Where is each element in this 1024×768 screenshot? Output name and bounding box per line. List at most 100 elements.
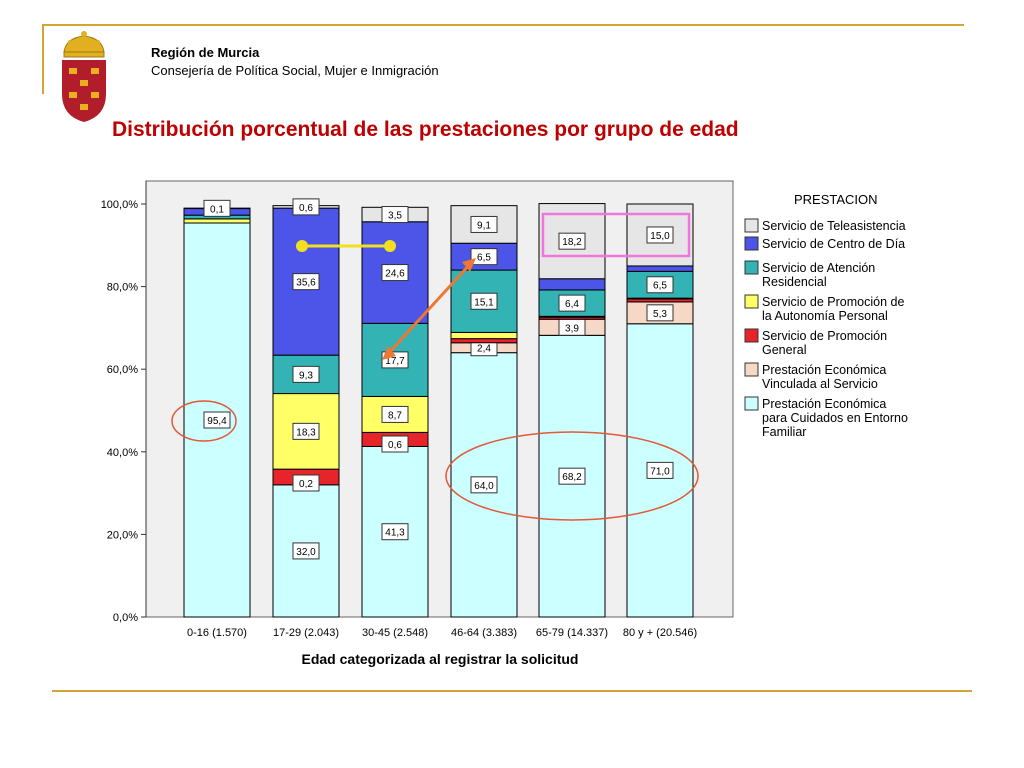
data-label: 3,5 bbox=[388, 211, 402, 222]
data-label: 68,2 bbox=[562, 472, 582, 483]
data-label-box bbox=[558, 232, 586, 250]
x-tick-label: 17-29 (2.043) bbox=[273, 627, 339, 639]
data-label: 17,7 bbox=[385, 356, 405, 367]
data-label: 5,3 bbox=[653, 309, 667, 320]
data-label: 9,3 bbox=[299, 370, 313, 381]
data-label: 0,2 bbox=[299, 479, 313, 490]
data-label-box bbox=[292, 273, 320, 291]
data-label: 0,6 bbox=[299, 203, 313, 214]
data-label: 35,6 bbox=[296, 278, 316, 289]
bar-segment bbox=[361, 322, 429, 397]
data-label-box bbox=[292, 474, 320, 492]
y-tick-label: 80,0% bbox=[107, 282, 138, 294]
data-label: 6,5 bbox=[477, 253, 491, 264]
x-tick-label: 30-45 (2.548) bbox=[362, 627, 428, 639]
data-label: 15,0 bbox=[650, 231, 670, 242]
legend-swatch bbox=[744, 396, 759, 411]
data-label: 95,4 bbox=[207, 416, 227, 427]
data-label-box bbox=[292, 198, 320, 216]
data-label: 6,4 bbox=[565, 299, 579, 310]
legend-item-label: Prestación Económica Vinculada al Servici… bbox=[762, 363, 886, 391]
bottom-rule bbox=[52, 690, 972, 692]
data-label-box bbox=[470, 215, 498, 233]
legend-item-label: Servicio de Atención Residencial bbox=[762, 261, 875, 289]
highlight-rectangle bbox=[541, 212, 691, 258]
data-label-box bbox=[381, 523, 409, 541]
y-tick-label: 40,0% bbox=[107, 447, 138, 459]
department-name: Consejería de Política Social, Mujer e I… bbox=[151, 63, 439, 78]
highlight-arrow-line bbox=[384, 260, 474, 358]
data-label-box bbox=[470, 476, 498, 494]
highlight-ellipse bbox=[445, 431, 699, 521]
data-label-box bbox=[558, 294, 586, 312]
data-label: 0,6 bbox=[388, 440, 402, 451]
region-coat-of-arms-logo bbox=[62, 31, 106, 122]
x-tick-label: 80 y + (20.546) bbox=[623, 627, 697, 639]
left-rule bbox=[42, 24, 44, 94]
highlight-ellipse bbox=[171, 400, 237, 442]
data-label-box bbox=[203, 199, 231, 217]
legend-swatch bbox=[744, 294, 759, 309]
data-label-box bbox=[470, 292, 498, 310]
legend-swatch bbox=[744, 218, 759, 233]
bar-segment bbox=[450, 331, 518, 340]
y-tick-label: 60,0% bbox=[107, 364, 138, 376]
bar-segment bbox=[450, 338, 518, 344]
data-label: 18,3 bbox=[296, 427, 316, 438]
x-tick-label: 65-79 (14.337) bbox=[536, 627, 608, 639]
legend-title: PRESTACION bbox=[794, 192, 878, 207]
top-rule bbox=[42, 24, 964, 26]
data-label: 64,0 bbox=[474, 481, 494, 492]
legend-item-label: Servicio de Centro de Día bbox=[762, 237, 905, 251]
data-label: 0,1 bbox=[210, 204, 224, 215]
data-label-box bbox=[381, 405, 409, 423]
data-label-box bbox=[646, 226, 674, 244]
region-name: Región de Murcia bbox=[151, 45, 260, 60]
data-label-box bbox=[381, 264, 409, 282]
data-label: 41,3 bbox=[385, 528, 405, 539]
data-label-box bbox=[203, 411, 231, 429]
legend-item-label: Servicio de Promoción de la Autonomía Per… bbox=[762, 295, 904, 323]
legend-swatch bbox=[744, 236, 759, 251]
data-label-box bbox=[646, 276, 674, 294]
bar-segment bbox=[538, 278, 606, 291]
highlight-arrow-head bbox=[382, 346, 396, 360]
legend-item-label: Servicio de Promoción General bbox=[762, 329, 887, 357]
bar-segment bbox=[626, 265, 694, 272]
data-label-box bbox=[646, 304, 674, 322]
slide-title: Distribución porcentual de las prestacio… bbox=[112, 118, 739, 141]
data-label-box bbox=[470, 248, 498, 266]
y-tick-label: 100,0% bbox=[101, 199, 139, 211]
highlight-arrow-head bbox=[462, 258, 476, 272]
highlight-connector-dot bbox=[296, 240, 308, 252]
data-label-box bbox=[292, 365, 320, 383]
data-label: 71,0 bbox=[650, 466, 670, 477]
data-label-box bbox=[381, 206, 409, 224]
data-label: 18,2 bbox=[562, 237, 582, 248]
data-label: 9,1 bbox=[477, 220, 491, 231]
data-label: 3,9 bbox=[565, 323, 579, 334]
data-label: 8,7 bbox=[388, 410, 402, 421]
data-label-box bbox=[292, 542, 320, 560]
x-tick-label: 46-64 (3.383) bbox=[451, 627, 517, 639]
data-label-box bbox=[292, 422, 320, 440]
bar-segment bbox=[183, 218, 251, 224]
legend-swatch bbox=[744, 362, 759, 377]
highlight-connector-dot bbox=[384, 240, 396, 252]
data-label: 6,5 bbox=[653, 281, 667, 292]
header-block: Región de Murcia Consejería de Política … bbox=[151, 44, 439, 80]
data-label-box bbox=[381, 435, 409, 453]
data-label: 15,1 bbox=[474, 297, 494, 308]
legend-item-label: Prestación Económica para Cuidados en Ent… bbox=[762, 397, 908, 439]
data-label: 2,4 bbox=[477, 344, 491, 355]
y-tick-label: 20,0% bbox=[107, 529, 138, 541]
y-tick-label: 0,0% bbox=[113, 612, 138, 624]
legend-item-label: Servicio de Teleasistencia bbox=[762, 219, 906, 233]
legend-swatch bbox=[744, 328, 759, 343]
data-label-box bbox=[646, 461, 674, 479]
data-label: 32,0 bbox=[296, 547, 316, 558]
data-label-box bbox=[558, 467, 586, 485]
data-label: 24,6 bbox=[385, 269, 405, 280]
x-axis-title: Edad categorizada al registrar la solici… bbox=[302, 651, 579, 667]
